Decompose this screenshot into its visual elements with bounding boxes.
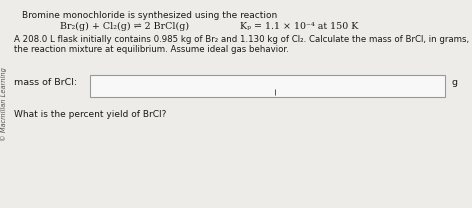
Text: the reaction mixture at equilibrium. Assume ideal gas behavior.: the reaction mixture at equilibrium. Ass… <box>14 45 289 54</box>
Bar <box>90 75 445 97</box>
Text: A 208.0 L flask initially contains 0.985 kg of Br₂ and 1.130 kg of Cl₂. Calculat: A 208.0 L flask initially contains 0.985… <box>14 35 472 44</box>
Text: What is the percent yield of BrCl?: What is the percent yield of BrCl? <box>14 110 166 119</box>
Text: Bromine monochloride is synthesized using the reaction: Bromine monochloride is synthesized usin… <box>22 11 277 20</box>
Text: Kₚ = 1.1 × 10⁻⁴ at 150 K: Kₚ = 1.1 × 10⁻⁴ at 150 K <box>240 22 358 31</box>
Text: Br₂(g) + Cl₂(g) ⇌ 2 BrCl(g): Br₂(g) + Cl₂(g) ⇌ 2 BrCl(g) <box>60 22 189 31</box>
Text: g: g <box>451 78 457 87</box>
Text: © Macmillan Learning: © Macmillan Learning <box>0 67 7 141</box>
Text: mass of BrCl:: mass of BrCl: <box>14 78 77 87</box>
